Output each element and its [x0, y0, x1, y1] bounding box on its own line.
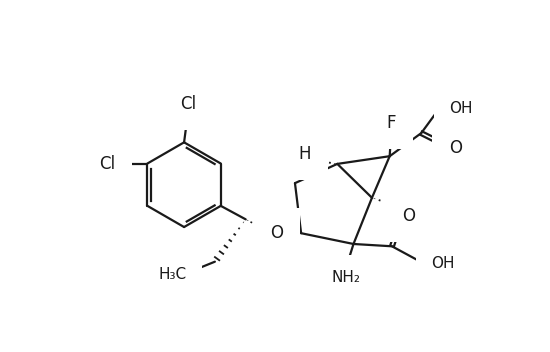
Text: O: O: [270, 224, 283, 242]
Text: Cl: Cl: [180, 95, 196, 113]
Text: OH: OH: [431, 256, 455, 271]
Text: H: H: [299, 145, 311, 163]
Text: Cl: Cl: [100, 155, 116, 172]
Text: F: F: [387, 114, 396, 132]
Text: NH₂: NH₂: [331, 270, 360, 285]
Text: OH: OH: [449, 101, 472, 116]
Text: H: H: [399, 199, 411, 217]
Text: O: O: [403, 207, 415, 225]
Text: H₃C: H₃C: [158, 266, 186, 282]
Text: O: O: [449, 139, 461, 157]
